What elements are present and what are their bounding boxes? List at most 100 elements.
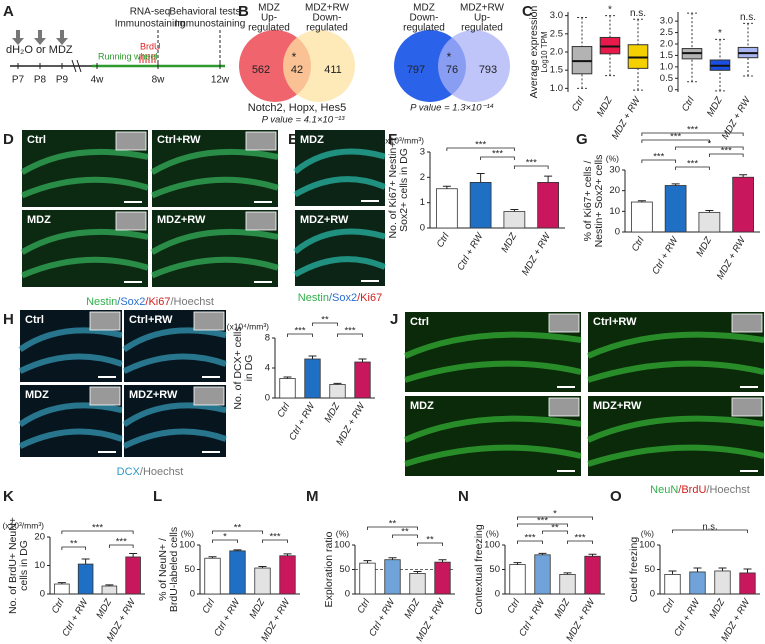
- significance-label: **: [551, 523, 559, 534]
- bar: [537, 181, 559, 229]
- venn-count: 793: [479, 64, 497, 76]
- error-bar: [308, 355, 317, 359]
- significance-label: ***: [344, 326, 355, 337]
- x-tick-label: Ctrl: [435, 230, 452, 249]
- venn-count: 76: [446, 64, 458, 76]
- y-axis-unit: (%): [486, 528, 499, 538]
- bar: [254, 567, 271, 595]
- significance-label: ***: [475, 140, 486, 151]
- day: P9: [56, 75, 69, 86]
- y-tick-label: 0: [650, 589, 655, 600]
- y-axis-label: Average expression: [528, 6, 540, 99]
- image-label: MDZ: [300, 134, 324, 146]
- error-bar: [363, 560, 372, 564]
- bar: [279, 378, 296, 399]
- y-tick-label: 8: [265, 333, 270, 344]
- bar: [503, 211, 526, 229]
- venn-set-label: Down-: [410, 13, 439, 24]
- bar: [434, 561, 451, 595]
- error-bar: [743, 568, 752, 573]
- error-bar: [538, 552, 547, 555]
- y-tick-label: 50: [489, 564, 500, 575]
- significance-label: *: [718, 28, 722, 39]
- inset: [245, 211, 277, 231]
- error-bar: [283, 553, 292, 556]
- panel-label: F: [388, 131, 397, 148]
- panel-label: K: [3, 488, 14, 505]
- significance-bracket: [367, 526, 418, 530]
- y-axis-unit: (x10³/mm³): [2, 520, 44, 530]
- y-axis-label: % of NeuN+ /: [157, 538, 169, 601]
- significance-bracket: [641, 139, 710, 143]
- error-bar: [105, 584, 114, 587]
- x-tick-label: MDZ: [595, 94, 615, 118]
- significance-bracket: [641, 132, 744, 136]
- error-bar: [668, 570, 677, 575]
- significance-bracket: [337, 333, 363, 337]
- stain-caption: Nestin/Sox2/Ki67/Hoechst: [86, 296, 214, 308]
- timeline: [12, 30, 68, 45]
- treatment: dH₂O or MDZ: [6, 44, 73, 56]
- venn-set-label: Up-: [261, 13, 277, 24]
- y-tick-label: 100: [334, 540, 350, 551]
- y-tick-label: 2.5: [550, 28, 563, 39]
- y-tick-label: 0: [668, 84, 673, 95]
- brdu-label: BrdU: [140, 41, 161, 51]
- micrograph-structure: [20, 148, 149, 199]
- significance-label: **: [401, 527, 409, 538]
- significance-label: **: [389, 519, 397, 530]
- x-tick-label: Ctrl + RW: [650, 234, 681, 276]
- venn-set-label: regulated: [403, 23, 445, 34]
- week: 12w: [211, 75, 230, 86]
- venn-count: 42: [291, 64, 303, 76]
- error-bar: [208, 556, 217, 559]
- y-tick-label: 30: [609, 165, 620, 176]
- image-label: MDZ: [410, 400, 434, 412]
- significance-label: ***: [526, 158, 537, 169]
- significance-bracket: [641, 159, 677, 163]
- running-label: Running wheel: [98, 51, 158, 61]
- inset: [193, 386, 225, 406]
- x-tick-label: MDZ + RW: [610, 94, 644, 141]
- y-tick-label: 100: [179, 540, 195, 551]
- event-label: Immunostaining: [175, 19, 246, 30]
- bar: [739, 572, 756, 595]
- micrograph-structure: [403, 331, 582, 383]
- venn-star: *: [447, 50, 452, 64]
- stain-name: DCX: [117, 466, 141, 478]
- significance-label: **: [70, 539, 78, 550]
- stain-name: /Sox2: [329, 292, 357, 304]
- error-bar: [283, 376, 292, 379]
- bar: [304, 358, 321, 399]
- x-tick-label: Ctrl: [355, 596, 372, 615]
- inset: [548, 397, 580, 417]
- significance-bracket: [567, 540, 593, 544]
- x-tick-label: MDZ + RW: [720, 94, 754, 141]
- significance-bracket: [417, 542, 443, 546]
- bar: [509, 564, 526, 595]
- significance-label: *: [553, 509, 557, 520]
- x-tick-label: Ctrl: [50, 596, 67, 615]
- y-tick-label: 50: [184, 564, 195, 575]
- micrograph-structure: [150, 148, 279, 199]
- image-label: Ctrl: [27, 134, 46, 146]
- micrograph-structure: [150, 228, 279, 279]
- significance-bracket: [675, 166, 710, 170]
- significance-label: ***: [294, 326, 305, 337]
- image-label: MDZ+RW: [129, 389, 178, 401]
- inset: [89, 386, 121, 406]
- significance-label: ***: [653, 152, 664, 163]
- significance-bracket: [212, 530, 263, 534]
- stain-name: /Ki67: [357, 292, 382, 304]
- x-tick-label: MDZ: [694, 234, 714, 258]
- image-label: Ctrl: [410, 316, 429, 328]
- bar: [204, 557, 221, 595]
- y-tick-label: 10: [34, 560, 45, 571]
- brdu-pulses: [139, 54, 156, 63]
- y-tick-label: 2: [420, 172, 425, 183]
- stain-name: /Hoechst: [706, 484, 749, 496]
- significance-bracket: [708, 153, 744, 157]
- y-axis-label: Contextual freezing: [473, 524, 485, 615]
- error-bar: [476, 173, 485, 183]
- venn-set-label: Up-: [474, 13, 490, 24]
